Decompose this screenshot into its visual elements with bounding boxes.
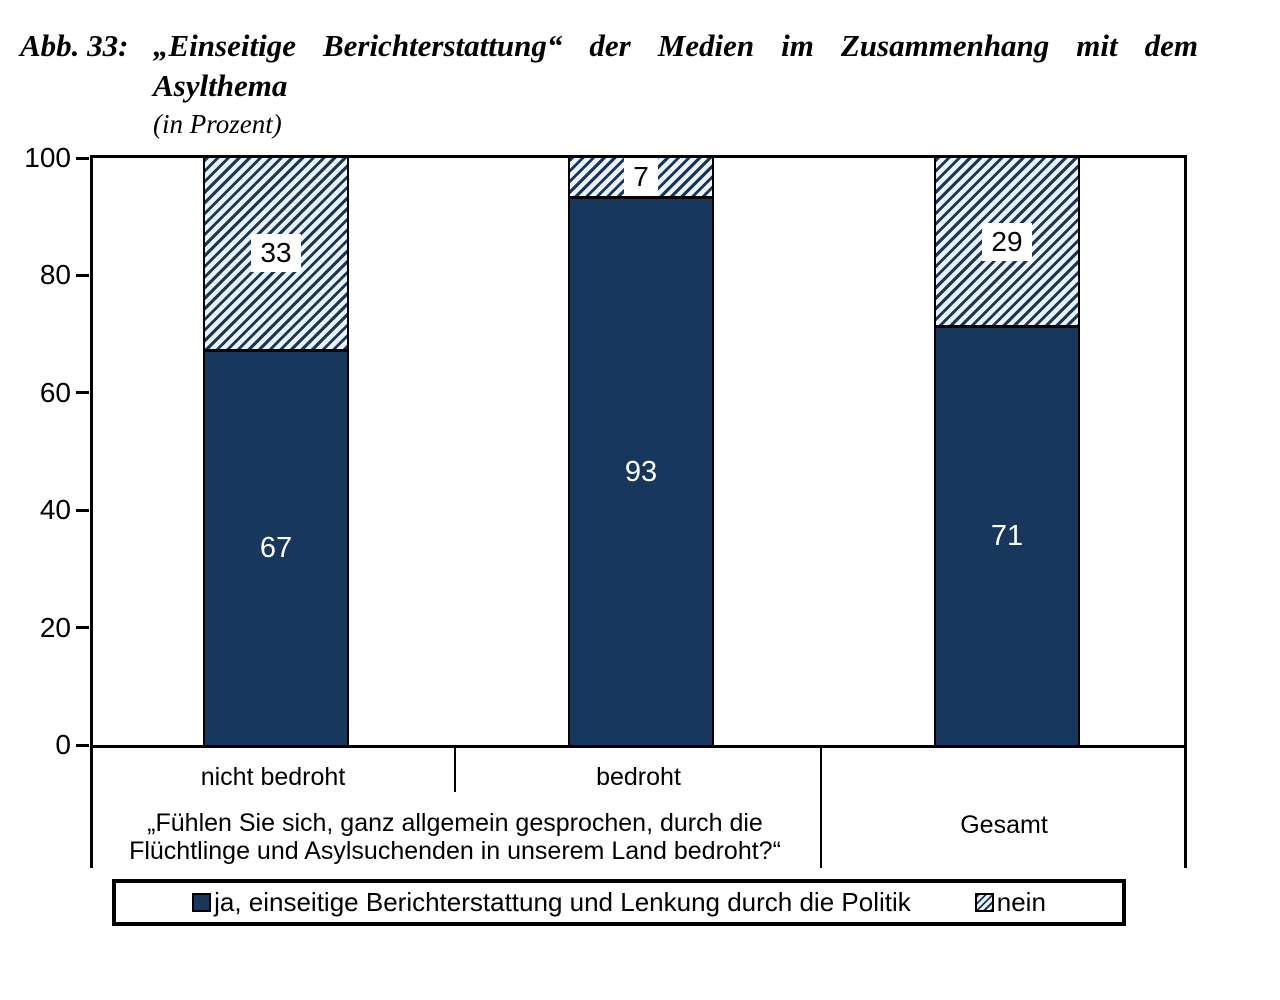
y-tick-label: 100 bbox=[24, 142, 71, 173]
category-label-bedroht: bedroht bbox=[596, 763, 681, 791]
y-tick-label: 40 bbox=[39, 494, 71, 526]
bar-gesamt: 29 71 bbox=[934, 158, 1080, 745]
legend-label-nein: nein bbox=[996, 887, 1046, 917]
x-axis-divider-categories bbox=[454, 748, 456, 792]
legend-item-nein: nein bbox=[974, 887, 1046, 918]
x-axis-divider-left bbox=[90, 748, 93, 868]
figure-header: Abb. 33: „Einseitige Berichterstattung“ … bbox=[20, 26, 1198, 140]
figure-number-label: Abb. 33: bbox=[20, 28, 129, 63]
bar-value-ja-gesamt: 71 bbox=[990, 520, 1024, 553]
x-axis-divider-right bbox=[1184, 748, 1187, 868]
legend-marker-hatched-square-icon bbox=[974, 893, 994, 912]
bar-value-nein-bedroht: 7 bbox=[624, 158, 658, 197]
y-tick-label: 60 bbox=[39, 376, 71, 408]
bar-segment-nein-nicht-bedroht: 33 bbox=[205, 158, 347, 352]
y-axis: 0 20 40 60 80 100 bbox=[0, 143, 89, 760]
plot-area: 33 67 7 93 29 71 bbox=[90, 155, 1187, 748]
bar-nicht-bedroht: 33 67 bbox=[203, 158, 349, 745]
bar-segment-ja-nicht-bedroht: 67 bbox=[205, 351, 347, 745]
legend-item-ja: ja, einseitige Berichterstattung und Len… bbox=[192, 887, 911, 918]
figure-subtitle: (in Prozent) bbox=[153, 109, 282, 139]
bar-value-ja-nicht-bedroht: 67 bbox=[259, 531, 293, 564]
x-group-question-line2: Flüchtlinge und Asylsuchenden in unserem… bbox=[129, 837, 781, 865]
y-tick-label: 20 bbox=[39, 611, 71, 643]
y-tick-mark bbox=[76, 743, 89, 747]
figure-title-line1: „Einseitige Berichterstattung“ der Medie… bbox=[153, 28, 1198, 63]
figure-title: „Einseitige Berichterstattung“ der Medie… bbox=[153, 26, 1198, 140]
legend-box: ja, einseitige Berichterstattung und Len… bbox=[112, 879, 1126, 926]
x-group-question-line1: „Fühlen Sie sich, ganz allgemein gesproc… bbox=[147, 809, 763, 837]
y-tick-mark bbox=[76, 626, 89, 630]
bar-value-nein-gesamt: 29 bbox=[982, 222, 1032, 261]
bar-segment-nein-gesamt: 29 bbox=[936, 158, 1078, 329]
category-label-nicht-bedroht: nicht bedroht bbox=[200, 763, 346, 791]
x-axis-divider-group bbox=[820, 748, 822, 868]
y-tick-label: 0 bbox=[55, 729, 71, 760]
bar-segment-ja-gesamt: 71 bbox=[936, 328, 1078, 745]
y-tick-mark bbox=[76, 156, 89, 160]
y-tick-mark bbox=[76, 273, 89, 277]
legend-label-ja: ja, einseitige Berichterstattung und Len… bbox=[214, 887, 911, 917]
category-label-gesamt: Gesamt bbox=[960, 811, 1048, 839]
y-tick-label: 80 bbox=[39, 259, 71, 291]
x-axis-label-area: nicht bedroht bedroht „Fühlen Sie sich, … bbox=[90, 748, 1187, 870]
y-tick-mark bbox=[76, 391, 89, 395]
bar-segment-nein-bedroht: 7 bbox=[570, 158, 712, 200]
bar-value-ja-bedroht: 93 bbox=[624, 455, 658, 488]
legend-marker-solid-square-icon bbox=[192, 893, 212, 912]
bar-bedroht: 7 93 bbox=[568, 158, 714, 745]
bar-segment-ja-bedroht: 93 bbox=[570, 199, 712, 745]
bar-value-nein-nicht-bedroht: 33 bbox=[251, 234, 301, 273]
x-group-question-label: „Fühlen Sie sich, ganz allgemein gesproc… bbox=[105, 809, 805, 865]
bars-container: 33 67 7 93 29 71 bbox=[93, 158, 1184, 745]
y-tick-mark bbox=[76, 508, 89, 512]
figure-title-line2: Asylthema bbox=[153, 68, 288, 103]
